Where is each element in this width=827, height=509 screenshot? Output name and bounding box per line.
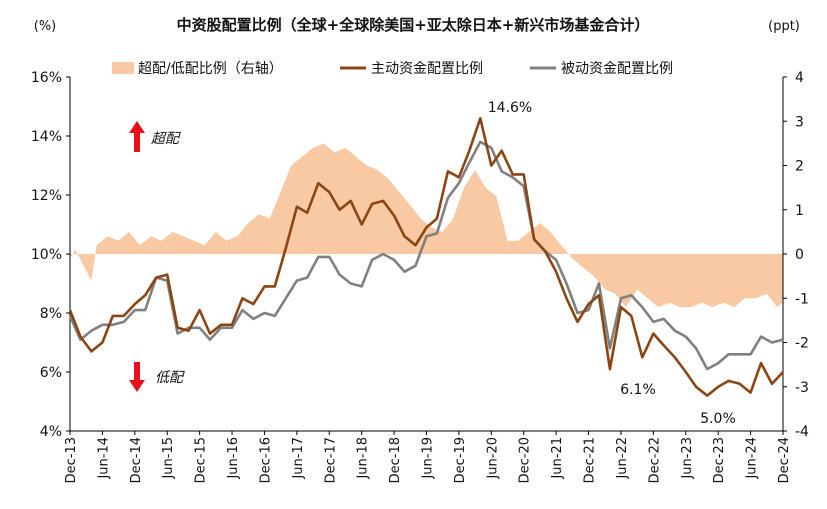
right-tick-label: -3 (795, 380, 809, 396)
x-tick-label: Dec-21 (583, 437, 598, 483)
x-tick-label: Jun-17 (291, 437, 306, 480)
x-tick-label: Dec-23 (712, 437, 727, 483)
axis-ticks: 4% 6% 8% 10% 12% 14% 16% -4 -3 -2 -1 0 1 2 3 4 Dec-13 Jun… (31, 70, 809, 483)
left-tick-label: 14% (31, 129, 62, 145)
chart-title: 中资股配置比例（全球+全球除美国+亚太除日本+新兴市场基金合计） (177, 16, 650, 34)
x-tick-label: Jun-20 (485, 437, 500, 480)
series-line-passive (68, 140, 784, 371)
right-tick-label: -4 (795, 424, 809, 440)
legend-swatch-area (112, 62, 134, 74)
up-arrow-icon (129, 121, 145, 152)
series-line-active (68, 117, 784, 397)
x-tick-label: Jun-23 (680, 437, 695, 480)
x-tick-label: Dec-13 (64, 437, 79, 483)
x-tick-label: Jun-16 (226, 437, 241, 480)
down-arrow-icon (129, 362, 145, 392)
trough-2024-annotation: 5.0% (700, 411, 736, 427)
legend: 超配/低配比例（右轴） 主动资金配置比例 被动资金配置比例 (112, 61, 673, 77)
underweight-marker: 低配 (129, 362, 185, 392)
x-tick-label: Dec-18 (388, 437, 403, 483)
left-axis-unit: (%) (34, 19, 57, 34)
x-tick-label: Dec-20 (518, 437, 533, 483)
peak-annotation: 14.6% (488, 100, 532, 116)
x-tick-label: Dec-15 (194, 437, 209, 483)
right-tick-label: -2 (795, 336, 809, 352)
left-tick-label: 6% (40, 365, 62, 381)
x-tick-label: Dec-22 (647, 437, 662, 483)
x-tick-label: Jun-21 (550, 437, 565, 480)
x-tick-label: Dec-14 (129, 437, 144, 483)
right-tick-label: 2 (795, 159, 804, 175)
x-tick-label: Dec-19 (453, 437, 468, 483)
x-tick-label: Dec-17 (323, 437, 338, 483)
x-tick-label: Dec-16 (258, 437, 273, 483)
x-tick-label: Jun-22 (615, 437, 630, 480)
trough-2022-annotation: 6.1% (620, 382, 656, 398)
left-tick-label: 16% (31, 70, 62, 86)
right-tick-label: 0 (795, 247, 804, 263)
x-tick-label: Jun-19 (421, 437, 436, 480)
area-series-overweight (70, 143, 783, 308)
overweight-label: 超配 (151, 131, 181, 147)
left-tick-label: 8% (40, 306, 62, 322)
right-tick-label: 1 (795, 203, 804, 219)
right-tick-label: -1 (795, 291, 809, 307)
left-tick-label: 12% (31, 188, 62, 204)
left-tick-label: 4% (40, 424, 62, 440)
x-tick-label: Jun-14 (96, 437, 111, 480)
underweight-label: 低配 (155, 370, 185, 386)
right-axis-unit: (ppt) (768, 19, 800, 34)
legend-label-area: 超配/低配比例（右轴） (138, 61, 283, 77)
overweight-underweight-area (70, 143, 783, 308)
x-tick-label: Jun-15 (161, 437, 176, 480)
allocation-lines (68, 117, 784, 397)
legend-label-active: 主动资金配置比例 (371, 61, 483, 77)
overweight-marker: 超配 (129, 121, 181, 152)
x-tick-label: Dec-24 (777, 437, 792, 483)
x-tick-label: Jun-18 (356, 437, 371, 480)
legend-label-passive: 被动资金配置比例 (561, 61, 673, 77)
x-tick-label: Jun-24 (745, 437, 760, 480)
right-tick-label: 4 (795, 70, 804, 86)
left-tick-label: 10% (31, 247, 62, 263)
right-tick-label: 3 (795, 114, 804, 130)
